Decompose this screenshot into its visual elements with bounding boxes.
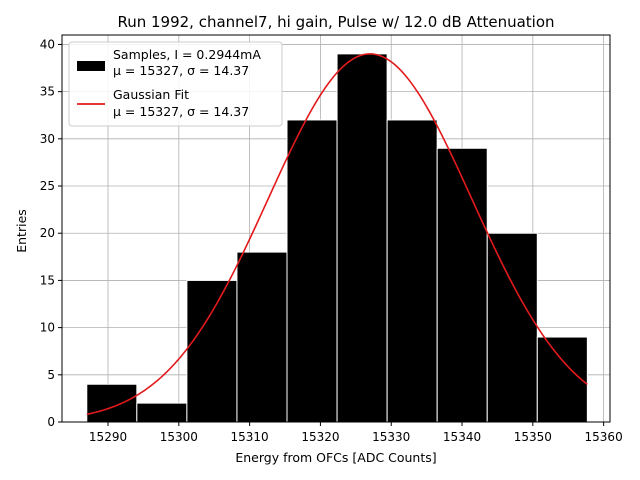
gaussian-fit-curve — [86, 53, 588, 416]
chart-title: Run 1992, channel7, hi gain, Pulse w/ 12… — [117, 13, 554, 31]
x-tick-label: 15310 — [231, 430, 269, 444]
y-axis-ticks: 0 5 10 15 20 25 30 35 40 — [40, 37, 62, 429]
y-tick-label: 30 — [40, 132, 55, 146]
histogram-bar — [186, 279, 238, 423]
y-tick-label: 25 — [40, 179, 55, 193]
legend: Samples, I = 0.2944mA μ = 15327, σ = 14.… — [68, 41, 283, 127]
y-tick-label: 10 — [40, 321, 55, 335]
histogram-bar — [386, 119, 438, 423]
histogram-bar — [236, 251, 288, 423]
histogram-bar — [86, 383, 138, 423]
legend-label-fit: Gaussian Fit — [113, 87, 189, 102]
gaussian-fit — [86, 53, 588, 416]
histogram-bar — [536, 336, 588, 423]
legend-label-samples-stats: μ = 15327, σ = 14.37 — [113, 63, 249, 78]
y-tick-label: 20 — [40, 226, 55, 240]
histogram-bar — [336, 53, 388, 423]
plot-frame — [61, 34, 611, 423]
x-axis-ticks: 15290 15300 15310 15320 15330 15340 15350 15360 — [89, 422, 623, 444]
y-tick-label: 40 — [40, 37, 55, 51]
histogram-bar — [486, 232, 538, 423]
x-tick-label: 15330 — [372, 430, 410, 444]
histogram-bar — [136, 402, 188, 423]
x-tick-label: 15300 — [160, 430, 198, 444]
x-tick-label: 15290 — [89, 430, 127, 444]
legend-label-fit-stats: μ = 15327, σ = 14.37 — [113, 104, 249, 119]
x-axis-label: Energy from OFCs [ADC Counts] — [235, 450, 436, 465]
x-tick-label: 15350 — [514, 430, 552, 444]
legend-box — [68, 41, 283, 127]
legend-swatch-samples — [77, 61, 105, 71]
histogram-bars — [86, 53, 588, 423]
histogram-bar — [286, 119, 338, 423]
y-tick-label: 35 — [40, 85, 55, 99]
y-axis-label: Entries — [14, 209, 29, 253]
histogram-bar — [436, 147, 488, 423]
x-tick-label: 15340 — [443, 430, 481, 444]
legend-label-samples: Samples, I = 0.2944mA — [113, 47, 261, 62]
x-tick-label: 15360 — [585, 430, 623, 444]
y-tick-label: 5 — [47, 368, 55, 382]
y-tick-label: 15 — [40, 273, 55, 287]
x-tick-label: 15320 — [301, 430, 339, 444]
y-tick-label: 0 — [47, 415, 55, 429]
